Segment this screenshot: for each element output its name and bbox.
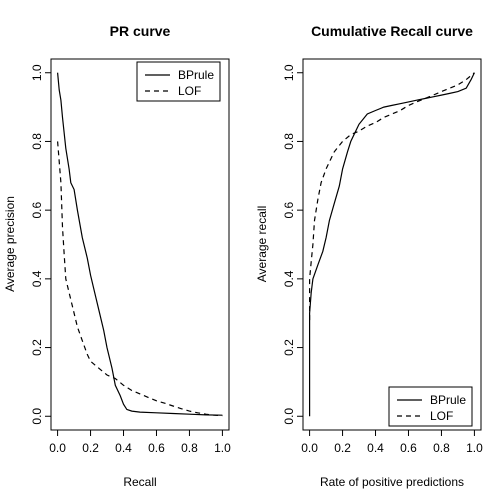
x-tick-label: 1.0 <box>214 441 231 455</box>
series-line-bprule <box>309 72 475 417</box>
x-tick-label: 0.0 <box>49 441 66 455</box>
pr-curve-legend: BPrule LOF <box>136 61 221 102</box>
series-line-bprule <box>57 72 223 416</box>
y-tick-label: 0.4 <box>282 270 296 287</box>
y-tick-label: 0.2 <box>30 339 44 356</box>
pr-curve-plot-frame <box>50 58 230 431</box>
pr-curve-series-layer <box>57 72 223 417</box>
y-tick-label: 0.0 <box>30 408 44 425</box>
cumulative-recall-plot-frame <box>302 58 482 431</box>
x-tick-label: 0.8 <box>433 441 450 455</box>
cumulative-recall-y-axis-label: Average recall <box>255 206 269 283</box>
x-tick-label: 0.2 <box>82 441 99 455</box>
x-tick-label: 0.2 <box>334 441 351 455</box>
x-tick-label: 0.0 <box>301 441 318 455</box>
x-tick-label: 0.8 <box>181 441 198 455</box>
y-tick-label: 0.0 <box>282 408 296 425</box>
x-tick-label: 0.4 <box>115 441 132 455</box>
legend-lof-label: LOF <box>430 409 453 423</box>
cumulative-recall-legend-box <box>388 386 473 427</box>
y-tick-label: 0.8 <box>30 133 44 150</box>
cumulative-recall-x-axis-label: Rate of positive predictions <box>320 475 464 489</box>
cumulative-recall-y-axis: 0.0 0.2 0.4 0.6 0.8 1.0 <box>282 64 303 425</box>
cumulative-recall-x-axis: 0.0 0.2 0.4 0.6 0.8 1.0 <box>301 430 483 455</box>
pr-curve-y-axis-label: Average precision <box>3 196 17 292</box>
x-tick-label: 0.6 <box>400 441 417 455</box>
x-tick-label: 0.6 <box>148 441 165 455</box>
pr-curve-legend-box <box>136 61 221 102</box>
series-line-lof <box>57 141 223 417</box>
legend-bprule-label: BPrule <box>178 68 214 82</box>
y-tick-label: 0.6 <box>282 201 296 218</box>
legend-lof-label: LOF <box>178 84 201 98</box>
pr-curve-x-axis-label: Recall <box>123 475 156 489</box>
x-tick-label: 0.4 <box>367 441 384 455</box>
pr-curve-y-axis: 0.0 0.2 0.4 0.6 0.8 1.0 <box>30 64 51 425</box>
legend-bprule-label: BPrule <box>430 393 466 407</box>
y-tick-label: 1.0 <box>282 64 296 81</box>
pr-curve-x-axis: 0.0 0.2 0.4 0.6 0.8 1.0 <box>49 430 231 455</box>
y-tick-label: 0.6 <box>30 201 44 218</box>
cumulative-recall-series-layer <box>309 72 475 417</box>
x-tick-label: 1.0 <box>466 441 483 455</box>
pr-curve-title: PR curve <box>110 23 171 39</box>
cumulative-recall-legend: BPrule LOF <box>388 386 473 427</box>
pr-curve-panel: PR curve 0.0 0.2 0.4 0.6 0.8 1.0 0.0 0.2 0.4 0.6… <box>3 23 231 489</box>
y-tick-label: 0.8 <box>282 133 296 150</box>
cumulative-recall-panel: Cumulative Recall curve 0.0 0.2 0.4 0.6 0.8 1… <box>255 23 483 489</box>
y-tick-label: 1.0 <box>30 64 44 81</box>
y-tick-label: 0.2 <box>282 339 296 356</box>
y-tick-label: 0.4 <box>30 270 44 287</box>
cumulative-recall-title: Cumulative Recall curve <box>311 23 473 39</box>
series-line-lof <box>309 72 475 321</box>
